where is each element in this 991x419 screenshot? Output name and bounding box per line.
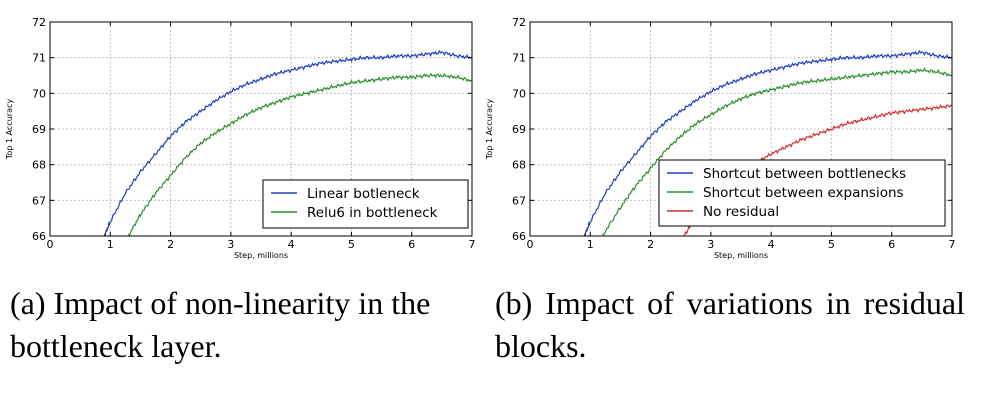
- x-tick-label: 0: [47, 238, 54, 251]
- series-line: [103, 49, 472, 236]
- y-tick-label: 66: [32, 230, 46, 243]
- x-tick-label: 1: [107, 238, 114, 251]
- legend-label: Shortcut between bottlenecks: [703, 166, 906, 182]
- caption-a: (a) Impact of non-linearity in the bottl…: [10, 285, 431, 364]
- x-tick-label: 7: [469, 238, 476, 251]
- y-tick-label: 69: [32, 123, 46, 136]
- y-tick-label: 71: [32, 52, 46, 65]
- y-tick-label: 67: [512, 194, 526, 207]
- y-tick-label: 66: [512, 230, 526, 243]
- y-axis-label: Top 1 Accuracy: [5, 99, 14, 160]
- legend-label: No residual: [703, 204, 779, 220]
- x-tick-label: 5: [348, 238, 355, 251]
- legend-label: Linear botleneck: [307, 186, 420, 202]
- x-axis-label: Step, millions: [234, 251, 288, 260]
- y-tick-label: 67: [32, 194, 46, 207]
- legend-label: Shortcut between expansions: [703, 185, 904, 201]
- caption-b: (b) Impact of variations in residual blo…: [495, 285, 965, 364]
- x-tick-label: 1: [587, 238, 594, 251]
- x-tick-label: 6: [888, 238, 895, 251]
- x-tick-label: 7: [949, 238, 956, 251]
- x-tick-label: 2: [647, 238, 654, 251]
- y-tick-label: 70: [512, 87, 526, 100]
- y-axis-label: Top 1 Accuracy: [485, 99, 494, 160]
- x-tick-label: 4: [288, 238, 295, 251]
- y-tick-label: 72: [512, 16, 526, 29]
- x-axis-label: Step, millions: [714, 251, 768, 260]
- legend-label: Relu6 in bottleneck: [307, 205, 438, 221]
- x-tick-label: 2: [167, 238, 174, 251]
- y-tick-label: 68: [32, 159, 46, 172]
- chart-panel-b: 0 1 2 3 4 5 6 7 66 67 68 69 70 71 72 Step, millions Top …: [480, 0, 975, 270]
- y-tick-label: 70: [32, 87, 46, 100]
- legend-box: [658, 159, 946, 227]
- series-line: [602, 67, 952, 236]
- y-tick-label: 68: [512, 159, 526, 172]
- y-tick-label: 69: [512, 123, 526, 136]
- legend-box: [262, 179, 469, 229]
- x-tick-label: 6: [408, 238, 415, 251]
- x-tick-label: 5: [828, 238, 835, 251]
- y-tick-label: 72: [32, 16, 46, 29]
- chart-panel-a: 0 1 2 3 4 5 6 7 66 67 68 69 70 71 72 Step, millions Top …: [0, 0, 495, 270]
- series-line: [583, 49, 952, 236]
- x-tick-label: 3: [707, 238, 714, 251]
- y-tick-label: 71: [512, 52, 526, 65]
- series-line: [127, 72, 472, 236]
- x-tick-label: 4: [768, 238, 775, 251]
- x-tick-label: 0: [527, 238, 534, 251]
- x-tick-label: 3: [227, 238, 234, 251]
